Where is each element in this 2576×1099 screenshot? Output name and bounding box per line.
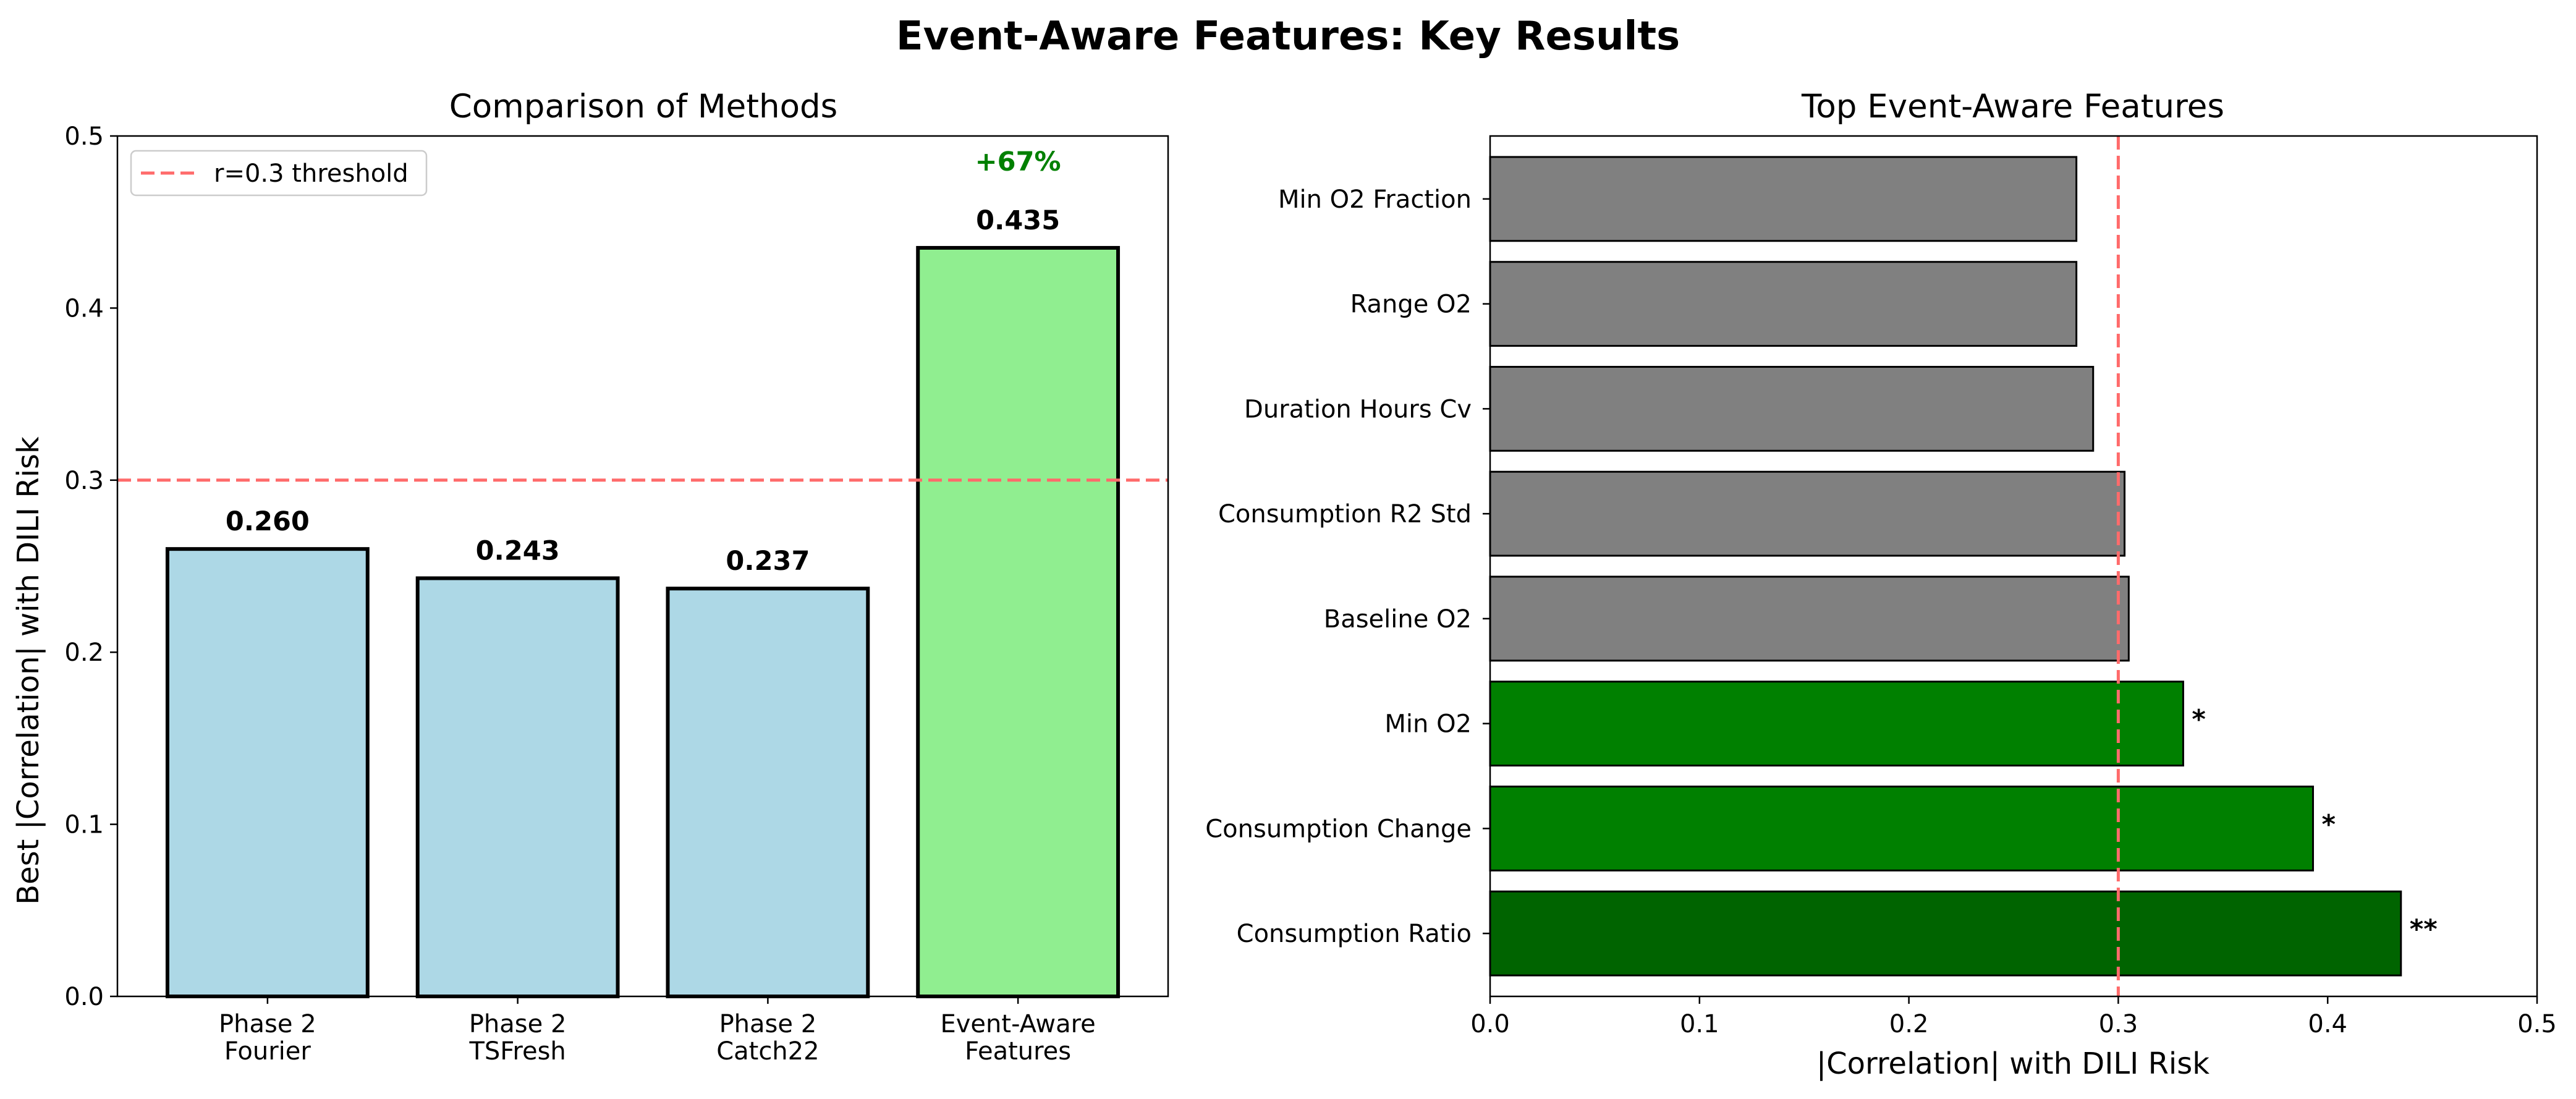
x-tick-label: 0.0 bbox=[1470, 1010, 1510, 1038]
x-tick-label: Phase 2 Fourier bbox=[219, 1010, 316, 1066]
left-chart-title: Comparison of Methods bbox=[449, 88, 838, 125]
left-chart: Comparison of Methods Best |Correlation|… bbox=[11, 88, 1169, 1066]
legend: r=0.3 threshold bbox=[130, 150, 428, 197]
right-chart: Top Event-Aware Features |Correlation| w… bbox=[1205, 88, 2557, 1081]
right-chart-title: Top Event-Aware Features bbox=[1801, 88, 2224, 125]
bar-value-label: 0.237 bbox=[726, 546, 810, 577]
bar-value-label: 0.243 bbox=[476, 535, 560, 566]
y-tick-label: 0.0 bbox=[64, 983, 104, 1011]
bar bbox=[1489, 470, 2126, 557]
y-tick-label: Consumption Ratio bbox=[1237, 920, 1472, 948]
left-y-axis-label: Best |Correlation| with DILI Risk bbox=[11, 436, 46, 905]
bar-value-label: 0.435 bbox=[976, 205, 1060, 236]
y-tick-label: Consumption Change bbox=[1205, 815, 1472, 843]
y-tick-label: Consumption R2 Std bbox=[1218, 500, 1472, 528]
bar-value-label: 0.260 bbox=[226, 506, 310, 537]
bar bbox=[916, 245, 1121, 999]
x-tick-label: 0.5 bbox=[2517, 1010, 2557, 1038]
y-tick-label: Min O2 bbox=[1384, 710, 1472, 739]
figure-title: Event-Aware Features: Key Results bbox=[896, 14, 1680, 59]
x-tick-label: 0.1 bbox=[1680, 1010, 1719, 1038]
plot-frame bbox=[1489, 135, 2538, 998]
significance-marker: ** bbox=[2410, 914, 2438, 945]
x-tick-label: 0.3 bbox=[2099, 1010, 2138, 1038]
x-tick-label: 0.4 bbox=[2308, 1010, 2347, 1038]
y-tick-label: 0.2 bbox=[64, 639, 104, 667]
y-tick-label: Duration Hours Cv bbox=[1244, 395, 1472, 423]
bar bbox=[1489, 365, 2095, 452]
bar bbox=[1489, 156, 2078, 242]
improvement-annotation: +67% bbox=[975, 146, 1061, 177]
y-tick-label: Baseline O2 bbox=[1324, 605, 1472, 634]
bar bbox=[1489, 890, 2402, 977]
significance-marker: * bbox=[2321, 809, 2336, 840]
bar bbox=[1489, 785, 2314, 872]
y-tick-label: Range O2 bbox=[1350, 291, 1472, 319]
x-tick-label: 0.2 bbox=[1889, 1010, 1929, 1038]
y-tick-label: 0.1 bbox=[64, 811, 104, 839]
bar bbox=[1489, 681, 2184, 767]
bar bbox=[165, 547, 370, 998]
plot-frame bbox=[116, 135, 1169, 998]
bar bbox=[666, 587, 870, 998]
y-tick-label: 0.5 bbox=[64, 122, 104, 151]
y-tick-label: Min O2 Fraction bbox=[1278, 185, 1472, 214]
legend-box bbox=[130, 150, 428, 197]
x-tick-label: Event-Aware Features bbox=[940, 1010, 1095, 1066]
right-x-axis-label: |Correlation| with DILI Risk bbox=[1816, 1046, 2210, 1081]
legend-label: r=0.3 threshold bbox=[214, 159, 409, 188]
y-tick-label: 0.3 bbox=[64, 467, 104, 495]
left-plot-area: 0.260 Phase 2 Fourier 0.243 Phase 2 TSFresh 0.… bbox=[64, 122, 1169, 1066]
right-plot-area: ** Consumption Ratio * Consumption Change * M… bbox=[1205, 135, 2557, 1038]
bar bbox=[415, 576, 620, 998]
y-tick-label: 0.4 bbox=[64, 294, 104, 323]
x-tick-label: Phase 2 Catch22 bbox=[716, 1010, 819, 1066]
bar bbox=[1489, 575, 2130, 662]
bar bbox=[1489, 261, 2078, 347]
x-tick-label: Phase 2 TSFresh bbox=[468, 1010, 566, 1066]
significance-marker: * bbox=[2192, 705, 2206, 736]
